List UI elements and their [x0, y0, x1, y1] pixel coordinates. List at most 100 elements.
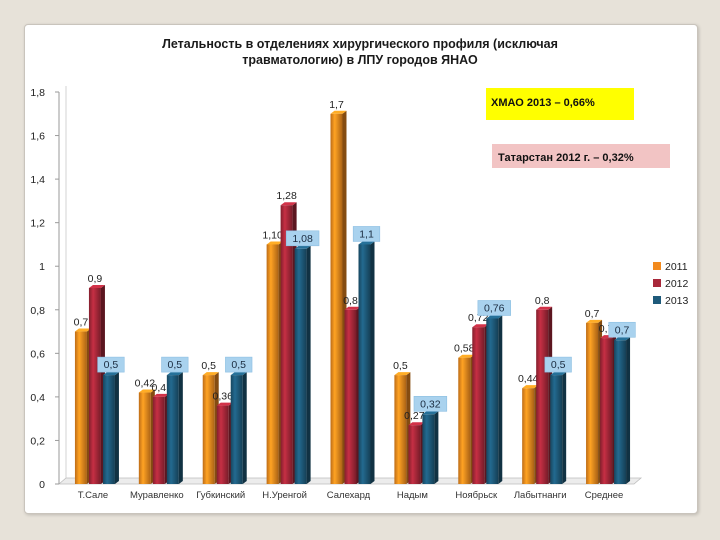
data-label-2011: 1,10 [262, 229, 283, 241]
y-tick-label: 1,2 [30, 218, 45, 230]
bar-top-2011 [394, 372, 411, 376]
chart-title: Летальность в отделениях хирургического … [0, 36, 720, 68]
chart-title-line-1: Летальность в отделениях хирургического … [162, 37, 558, 51]
bar-2012 [472, 327, 485, 484]
x-tick-label: Лабытнанги [514, 490, 567, 501]
legend-swatch-2013 [653, 296, 661, 304]
bar-top-2011 [266, 241, 283, 245]
data-label-2012: 0,8 [343, 295, 358, 307]
data-label-2011: 0,7 [74, 317, 89, 329]
bar-top-2013 [422, 411, 439, 415]
data-label-2013: 0,5 [168, 359, 183, 371]
bar-2012 [344, 309, 357, 484]
bar-2013 [358, 244, 371, 484]
bar-2012 [408, 425, 421, 484]
data-label-2011: 0,5 [201, 360, 216, 372]
bar-side-2013 [562, 372, 567, 484]
data-label-2012: 0,36 [213, 391, 234, 403]
bar-2011 [138, 392, 151, 484]
y-tick-label: 0 [39, 479, 45, 491]
bar-2012 [216, 405, 229, 484]
bar-top-2012 [472, 324, 489, 328]
data-label-box-2013 [477, 300, 511, 316]
bar-2013 [614, 340, 627, 484]
bar-side-2013 [626, 337, 631, 484]
legend-entry-2012: 2012 [665, 278, 689, 290]
bar-2012 [600, 338, 613, 484]
bar-top-2013 [614, 337, 631, 341]
khmao-annotation: ХМАО 2013 – 0,66% [491, 97, 595, 109]
bar-top-2013 [294, 245, 311, 249]
data-label-2013: 0,7 [615, 324, 630, 336]
bar-2012 [536, 309, 549, 484]
data-label-2011: 0,44 [518, 373, 539, 385]
y-tick-label: 0,4 [30, 392, 45, 404]
bar-top-2013 [166, 372, 183, 376]
bar-top-2012 [88, 285, 105, 288]
bar-side-2013 [434, 411, 439, 484]
data-label-2011: 0,42 [135, 378, 156, 390]
bar-top-2012 [152, 393, 169, 397]
bar-2011 [458, 357, 471, 484]
data-label-box-2013 [161, 356, 189, 373]
bar-2011 [522, 388, 535, 484]
bar-2013 [550, 375, 563, 484]
bar-2011 [330, 113, 343, 485]
data-label-2012: 1,28 [276, 190, 297, 202]
bar-2011 [394, 375, 407, 484]
y-tick-label: 0,2 [30, 435, 45, 447]
data-label-box-2013 [285, 230, 320, 247]
data-label-2013: 0,76 [484, 302, 505, 314]
bar-2013 [102, 375, 115, 484]
bar-top-2013 [358, 241, 375, 245]
bar-side-2013 [370, 241, 375, 484]
data-label-2013: 0,32 [420, 398, 441, 410]
x-tick-label: Надым [397, 490, 428, 501]
x-tick-label: Салехард [327, 490, 371, 501]
khmao-annotation-box [486, 88, 634, 120]
bar-side-2013 [498, 315, 503, 484]
bar-top-2012 [408, 422, 425, 426]
bar-2012 [280, 205, 293, 484]
x-tick-label: Муравленко [130, 490, 184, 501]
bar-top-2012 [280, 202, 297, 206]
y-tick-label: 0,6 [30, 348, 45, 360]
bar-top-2011 [522, 385, 539, 389]
data-label-box-2013 [413, 396, 448, 412]
data-label-box-2013 [97, 356, 125, 373]
legend-swatch-2011 [653, 262, 661, 270]
x-tick-label: Т.Сале [78, 490, 108, 501]
bar-top-2013 [102, 372, 119, 376]
bar-2013 [166, 375, 179, 484]
data-label-2011: 0,58 [454, 343, 475, 355]
bar-side-2013 [114, 372, 119, 484]
data-label-2013: 1,1 [359, 228, 374, 240]
legend-swatch-2012 [653, 279, 661, 287]
data-label-2013: 0,5 [104, 359, 119, 371]
bar-side-2013 [178, 372, 183, 484]
data-label-2011: 0,7 [585, 308, 600, 320]
bar-2011 [202, 375, 215, 484]
tatarstan-annotation: Татарстан 2012 г. – 0,32% [498, 152, 634, 164]
bar-top-2011 [458, 354, 475, 358]
y-tick-label: 1,8 [30, 87, 45, 99]
data-label-2013: 0,5 [231, 359, 246, 371]
bar-top-2011 [586, 319, 603, 323]
bar-top-2011 [138, 389, 155, 393]
bar-2011 [266, 244, 279, 484]
bar-top-2011 [74, 328, 91, 332]
bar-2012 [88, 288, 101, 484]
bar-side-2013 [306, 245, 311, 484]
bar-2011 [74, 331, 87, 484]
data-label-2013: 1,08 [292, 233, 313, 245]
x-tick-label: Среднее [585, 490, 624, 501]
bar-top-2012 [216, 402, 233, 406]
x-tick-label: Н.Уренгой [262, 490, 307, 501]
chart-title-line-2: травматологию) в ЛПУ городов ЯНАО [242, 53, 478, 67]
tatarstan-annotation-box [492, 144, 670, 168]
bar-top-2013 [550, 372, 567, 376]
bar-2013 [294, 248, 307, 484]
y-tick-label: 1 [39, 261, 45, 273]
bar-top-2011 [330, 110, 347, 114]
